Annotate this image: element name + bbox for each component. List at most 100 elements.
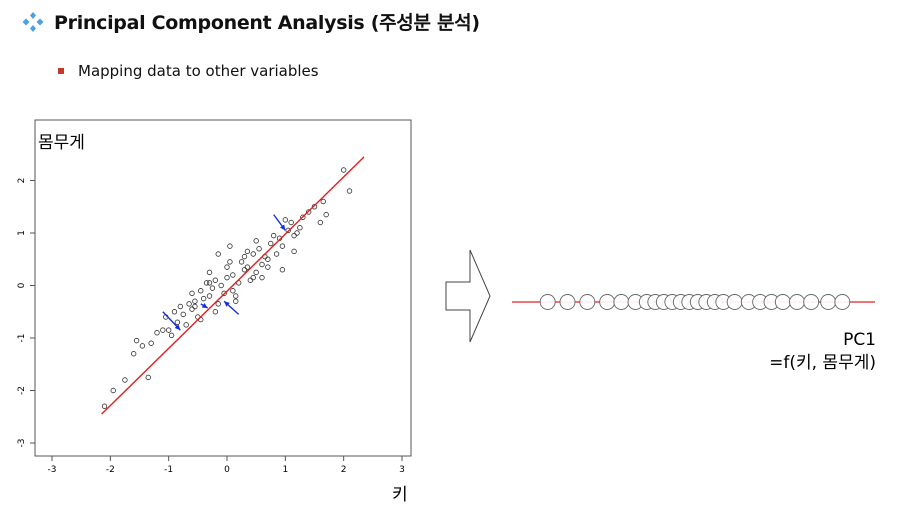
pc1-point [789,294,805,310]
x-tick-label: -1 [164,465,173,475]
bullet-text: Mapping data to other variables [78,62,319,80]
x-tick-label: 2 [341,465,347,475]
x-tick-label: -3 [48,465,57,475]
pc1-point [803,294,820,310]
data-point [244,248,251,255]
data-point [130,351,137,357]
y-tick-label: -2 [17,386,27,395]
pc1-annotation: =f(키, 몸무게) [769,353,876,373]
pc1-point [820,294,837,310]
data-point [192,298,198,304]
data-point [148,340,154,346]
data-point [273,251,280,257]
y-tick-label: -1 [17,334,27,343]
data-point [230,272,236,278]
data-point [279,267,286,273]
data-point [227,259,233,265]
data-point [320,198,326,205]
data-point [227,243,233,249]
right-arrow-outline-icon [445,249,491,343]
data-point [224,264,230,270]
data-point [241,267,248,273]
data-point [297,225,303,231]
data-point [221,290,227,297]
data-point [168,332,175,339]
data-point [265,264,271,270]
x-tick-label: -2 [106,465,115,475]
data-point [203,280,210,286]
data-point [110,387,116,394]
data-point [133,337,140,344]
pc1-point [613,294,630,310]
data-point [174,319,181,325]
data-point [180,311,186,318]
data-point [215,301,221,307]
y-tick-label: 2 [17,178,27,184]
data-point [145,374,151,381]
data-point [198,288,204,294]
slide-title: Principal Component Analysis (주성분 분석) [54,12,480,34]
data-point [233,293,239,299]
data-point [288,219,294,226]
diamond-cluster-icon [22,11,44,32]
data-point [177,303,184,310]
data-point [253,269,259,276]
data-point [230,288,236,294]
data-point [189,306,195,312]
pc1-point [774,294,791,310]
data-point [244,264,251,270]
data-point [192,303,198,310]
x-tick-label: 1 [282,465,288,475]
fit-line [101,156,365,415]
data-point [250,251,256,257]
plot-frame [34,119,412,457]
data-point [183,322,189,328]
pc1-point [599,294,616,310]
pc1-point [726,294,743,310]
pc1-point [559,294,576,310]
data-point [233,298,239,304]
data-point [224,274,230,281]
data-point [346,188,353,194]
data-point [256,246,262,252]
data-point [294,230,300,236]
x-axis-label: 키 [392,485,408,505]
pc1-point [539,294,556,310]
data-point [189,290,195,297]
data-point [259,274,265,281]
data-point [285,227,291,234]
data-point [171,309,178,315]
data-point [215,251,221,257]
slide-title-row: Principal Component Analysis (주성분 분석) [22,8,480,35]
data-point [268,240,274,247]
data-point [282,217,289,223]
data-point [209,285,216,291]
x-tick-label: 3 [399,465,405,475]
pc1-axis [512,294,875,310]
y-axis-label: 몸무게 [38,133,85,153]
data-point [259,261,265,268]
data-point [212,309,219,315]
data-point [317,219,324,226]
data-point [270,232,277,239]
data-point [340,167,347,173]
data-point [323,211,329,218]
data-point [160,327,166,333]
x-tick-label: 0 [224,465,230,475]
projection-arrowhead [224,301,230,307]
scatter-points [101,167,353,409]
projection-arrowhead [280,224,286,231]
projection-arrows [162,214,286,331]
pc1-label: PC1 [843,330,876,350]
bullet-marker [58,68,64,74]
data-point [305,209,312,215]
y-axis: -3 -2 -1 0 1 2 [17,178,35,448]
x-axis: -3 -2 -1 0 1 2 3 [48,456,405,475]
data-point [253,238,259,244]
y-tick-label: -3 [17,439,27,448]
regression-line [101,156,365,415]
data-point [238,259,245,265]
data-point [279,243,286,249]
data-point [122,377,128,383]
data-point [165,327,172,333]
